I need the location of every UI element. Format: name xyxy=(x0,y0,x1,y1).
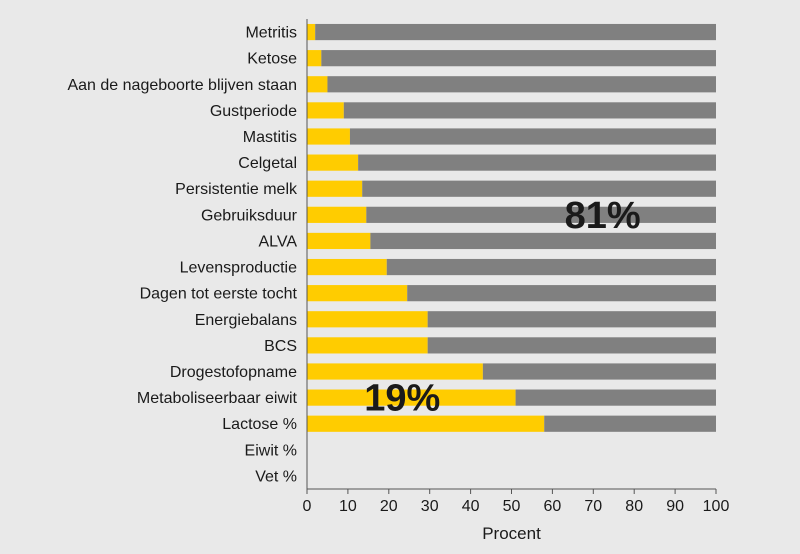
category-label: Energiebalans xyxy=(195,312,297,329)
bar-gray-6 xyxy=(362,180,716,197)
category-label: Celgetal xyxy=(238,155,297,172)
category-label: Persistentie melk xyxy=(175,181,298,198)
bar-yellow-13 xyxy=(307,363,483,380)
bar-gray-4 xyxy=(349,128,716,145)
bar-gray-14 xyxy=(515,389,716,406)
category-label: Drogestofopname xyxy=(170,364,297,381)
x-tick-label: 80 xyxy=(625,498,643,515)
bar-yellow-12 xyxy=(307,337,428,354)
annotation-0: 81% xyxy=(565,195,641,237)
bar-yellow-2 xyxy=(307,76,328,93)
x-axis: 0 10 20 30 40 50 60 70 80 90 100 xyxy=(303,19,730,515)
bar-yellow-10 xyxy=(307,285,408,302)
category-label: ALVA xyxy=(258,233,297,250)
x-tick-label: 100 xyxy=(703,498,730,515)
category-label: Ketose xyxy=(247,51,297,68)
annotations: 81% 19% xyxy=(364,195,640,420)
category-labels: Metritis Ketose Aan de nageboorte blijven … xyxy=(67,25,298,486)
bar-gray-13 xyxy=(482,363,716,380)
bar-yellow-0 xyxy=(307,23,316,41)
bar-gray-7 xyxy=(366,206,716,223)
bar-gray-5 xyxy=(358,154,716,171)
bar-gray-8 xyxy=(370,232,716,250)
bar-yellow-1 xyxy=(307,50,322,67)
category-label: Metaboliseerbaar eiwit xyxy=(137,390,298,407)
bar-yellow-7 xyxy=(307,206,367,223)
bar-yellow-14 xyxy=(307,389,516,406)
bar-yellow-8 xyxy=(307,232,371,250)
x-tick-label: 70 xyxy=(584,498,602,515)
annotation-1: 19% xyxy=(364,378,440,420)
bar-gray-15 xyxy=(544,415,716,432)
x-tick-label: 10 xyxy=(339,498,357,515)
category-label: Levensproductie xyxy=(180,260,298,277)
x-tick-label: 60 xyxy=(544,498,562,515)
category-label: Vet % xyxy=(255,468,297,485)
bar-yellow-4 xyxy=(307,128,350,145)
category-label: Metritis xyxy=(245,25,297,42)
bar-yellow-5 xyxy=(307,154,359,171)
x-tick-label: 0 xyxy=(303,498,312,515)
bar-gray-2 xyxy=(327,76,716,93)
bar-gray-1 xyxy=(321,50,716,67)
bar-yellow-3 xyxy=(307,102,344,119)
x-axis-title: Procent xyxy=(482,524,541,543)
bar-gray-11 xyxy=(427,311,716,328)
x-tick-label: 40 xyxy=(462,498,480,515)
category-label: Gebruiksduur xyxy=(201,207,298,224)
category-label: Mastitis xyxy=(243,129,297,146)
bar-gray-0 xyxy=(315,23,716,41)
category-label: Aan de nageboorte blijven staan xyxy=(67,77,297,94)
bar-yellow-9 xyxy=(307,258,387,276)
bar-gray-3 xyxy=(343,102,716,119)
bar-yellow-11 xyxy=(307,311,428,328)
category-label: Lactose % xyxy=(222,416,297,433)
x-tick-label: 50 xyxy=(503,498,521,515)
category-label: BCS xyxy=(264,338,297,355)
x-tick-label: 20 xyxy=(380,498,398,515)
x-tick-label: 30 xyxy=(421,498,439,515)
bars-group xyxy=(307,23,716,432)
category-label: Eiwit % xyxy=(245,442,297,459)
x-tick-label: 90 xyxy=(666,498,684,515)
bar-yellow-15 xyxy=(307,415,545,432)
bar-gray-10 xyxy=(407,285,716,302)
bar-gray-9 xyxy=(386,258,716,276)
category-label: Dagen tot eerste tocht xyxy=(140,286,298,303)
bar-yellow-6 xyxy=(307,180,363,197)
category-label: Gustperiode xyxy=(210,103,297,120)
bar-gray-12 xyxy=(427,337,716,354)
